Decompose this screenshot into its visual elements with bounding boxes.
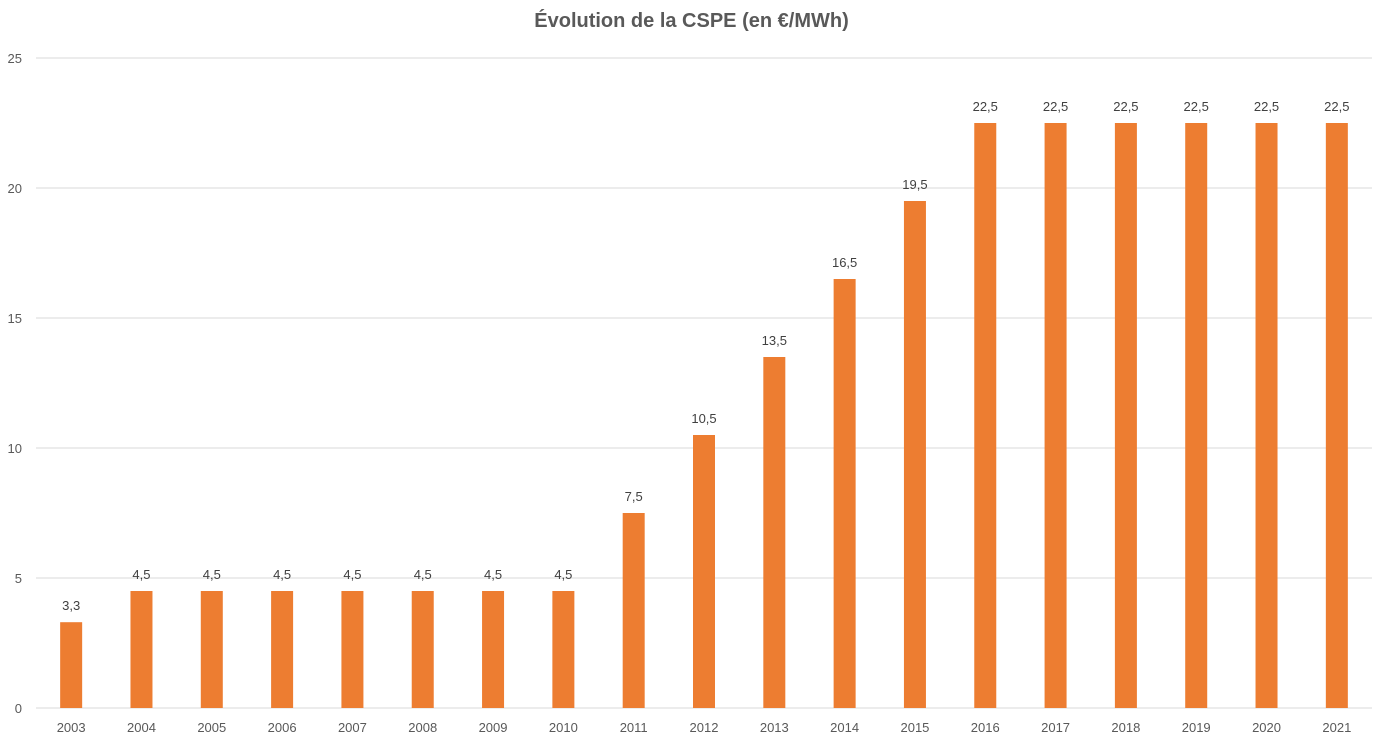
bar	[271, 591, 294, 708]
x-tick-label: 2009	[479, 720, 508, 735]
x-tick-label: 2015	[900, 720, 929, 735]
x-tick-label: 2004	[127, 720, 156, 735]
y-tick-label: 10	[8, 441, 22, 456]
x-tick-label: 2011	[620, 720, 648, 735]
bar	[974, 123, 997, 708]
x-tick-label: 2003	[57, 720, 86, 735]
bar	[341, 591, 364, 708]
x-tick-label: 2013	[760, 720, 789, 735]
bar	[482, 591, 505, 708]
x-tick-label: 2006	[268, 720, 297, 735]
bar	[411, 591, 434, 708]
bar	[1114, 123, 1137, 708]
y-tick-label: 15	[8, 311, 22, 326]
x-tick-label: 2005	[197, 720, 226, 735]
y-tick-label: 25	[8, 51, 22, 66]
y-tick-label: 20	[8, 181, 22, 196]
y-tick-label: 5	[15, 571, 22, 586]
x-tick-label: 2021	[1322, 720, 1351, 735]
x-tick-label: 2014	[830, 720, 859, 735]
bar	[1325, 123, 1348, 708]
bar	[833, 279, 856, 708]
data-label: 22,5	[1043, 99, 1068, 114]
chart-title: Évolution de la CSPE (en €/MWh)	[534, 10, 849, 32]
data-label: 4,5	[273, 567, 291, 582]
data-label: 13,5	[762, 333, 787, 348]
data-label: 16,5	[832, 255, 857, 270]
bar	[763, 357, 786, 708]
bar	[1044, 123, 1067, 708]
data-label: 7,5	[625, 489, 643, 504]
data-label: 4,5	[414, 567, 432, 582]
data-label: 19,5	[902, 177, 927, 192]
data-label: 10,5	[691, 411, 716, 426]
x-tick-label: 2017	[1041, 720, 1070, 735]
x-tick-label: 2012	[690, 720, 719, 735]
x-tick-label: 2007	[338, 720, 367, 735]
data-label: 22,5	[973, 99, 998, 114]
bar	[130, 591, 153, 708]
bar	[60, 622, 83, 708]
x-tick-label: 2008	[408, 720, 437, 735]
data-label: 22,5	[1113, 99, 1138, 114]
bar	[903, 201, 926, 708]
data-label: 4,5	[484, 567, 502, 582]
x-tick-label: 2019	[1182, 720, 1211, 735]
data-label: 4,5	[554, 567, 572, 582]
bar	[1185, 123, 1208, 708]
data-label: 4,5	[132, 567, 150, 582]
data-label: 4,5	[343, 567, 361, 582]
y-tick-label: 0	[15, 701, 22, 716]
x-tick-label: 2018	[1111, 720, 1140, 735]
bar	[200, 591, 223, 708]
data-label: 3,3	[62, 598, 80, 613]
bar	[552, 591, 575, 708]
x-tick-label: 2016	[971, 720, 1000, 735]
bar	[1255, 123, 1278, 708]
data-label: 22,5	[1324, 99, 1349, 114]
data-label: 22,5	[1254, 99, 1279, 114]
bar	[693, 435, 715, 708]
data-label: 22,5	[1184, 99, 1209, 114]
bar	[622, 513, 645, 708]
x-tick-label: 2020	[1252, 720, 1281, 735]
x-tick-label: 2010	[549, 720, 578, 735]
data-label: 4,5	[203, 567, 221, 582]
